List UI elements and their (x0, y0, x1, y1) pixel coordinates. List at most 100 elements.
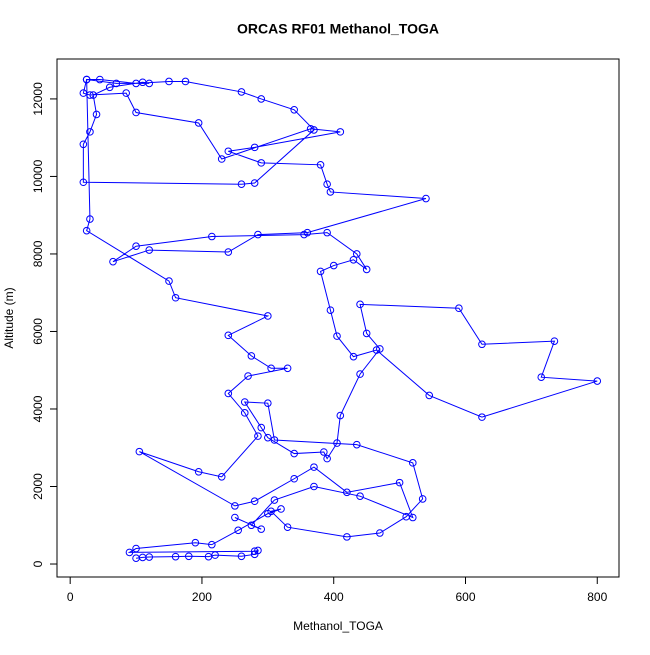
data-point (112, 79, 121, 88)
data-point (231, 513, 239, 522)
x-tick-label: 800 (587, 590, 607, 604)
y-tick-label: 10000 (31, 159, 45, 193)
data-point (264, 399, 272, 407)
data-point (408, 459, 417, 467)
x-axis-label: Methanol_TOGA (293, 619, 383, 633)
data-point (171, 293, 180, 302)
data-point (290, 105, 298, 114)
data-point (145, 553, 154, 561)
data-point (333, 332, 341, 340)
data-point (181, 77, 190, 86)
data-point (165, 77, 173, 86)
data-point (593, 377, 602, 385)
data-point (171, 552, 180, 561)
data-point (240, 398, 249, 406)
x-tick-label: 200 (192, 590, 212, 604)
data-point (352, 440, 361, 449)
data-point (478, 340, 486, 349)
data-point (316, 267, 325, 276)
data-point (333, 439, 341, 447)
data-point (283, 523, 292, 531)
data-point (310, 463, 318, 471)
data-point (109, 257, 117, 266)
data-point (135, 447, 144, 456)
data-point (247, 352, 256, 360)
data-point (165, 277, 173, 285)
data-point (267, 364, 275, 373)
data-point (89, 91, 98, 99)
data-point (326, 188, 335, 196)
x-tick-label: 600 (455, 590, 475, 604)
data-point (211, 551, 219, 559)
data-point (270, 436, 279, 444)
data-point (306, 124, 315, 133)
data-point (537, 373, 546, 382)
data-point (86, 128, 94, 136)
data-point (264, 433, 272, 442)
data-point (224, 147, 233, 156)
data-line (82, 78, 598, 559)
data-point (395, 478, 404, 487)
data-point (194, 467, 203, 476)
data-point (336, 128, 345, 136)
data-point (234, 526, 242, 535)
data-point (132, 242, 140, 251)
data-point (478, 413, 486, 421)
data-point (257, 525, 266, 533)
data-point (277, 505, 285, 513)
data-point (254, 546, 262, 555)
data-point (550, 337, 559, 345)
data-point (356, 300, 364, 309)
data-point (349, 352, 358, 361)
data-point (267, 507, 275, 516)
data-point (362, 329, 371, 338)
data-point (224, 248, 233, 256)
data-point (125, 548, 134, 557)
plot-frame (56, 58, 620, 578)
data-point (329, 261, 338, 270)
data-point (122, 89, 130, 97)
data-point (79, 178, 88, 187)
data-point (290, 474, 298, 483)
data-point (408, 513, 417, 522)
data-point (352, 250, 361, 258)
data-point (105, 83, 114, 92)
data-point (257, 95, 266, 103)
data-point (270, 496, 279, 504)
data-point (96, 75, 104, 84)
data-point (336, 411, 345, 420)
data-point (240, 409, 249, 417)
data-point (254, 230, 262, 239)
data-point (290, 449, 298, 458)
data-point (310, 126, 318, 134)
data-point (257, 159, 266, 167)
data-point (316, 161, 325, 169)
data-point (92, 110, 101, 119)
data-point (86, 215, 94, 223)
data-point (323, 180, 331, 188)
data-point (283, 364, 292, 373)
data-point (303, 228, 312, 237)
y-tick-label: 12000 (31, 82, 45, 116)
data-point (343, 533, 351, 541)
chart-title: ORCAS RF01 Methanol_TOGA (237, 21, 439, 37)
data-point (217, 155, 226, 163)
data-point (250, 143, 259, 152)
data-point (132, 544, 140, 553)
data-point (343, 488, 351, 497)
data-point (82, 75, 91, 84)
data-point (376, 345, 384, 353)
data-point (320, 448, 328, 456)
data-point (455, 304, 463, 313)
data-point (372, 346, 381, 354)
data-point (217, 473, 226, 481)
data-point (244, 372, 252, 380)
data-point (250, 497, 259, 506)
data-point (79, 140, 88, 149)
data-point (145, 79, 154, 88)
data-point (237, 88, 246, 96)
data-point (376, 529, 384, 537)
y-tick-label: 4000 (31, 395, 45, 422)
data-point (237, 552, 246, 561)
data-point (79, 89, 88, 97)
